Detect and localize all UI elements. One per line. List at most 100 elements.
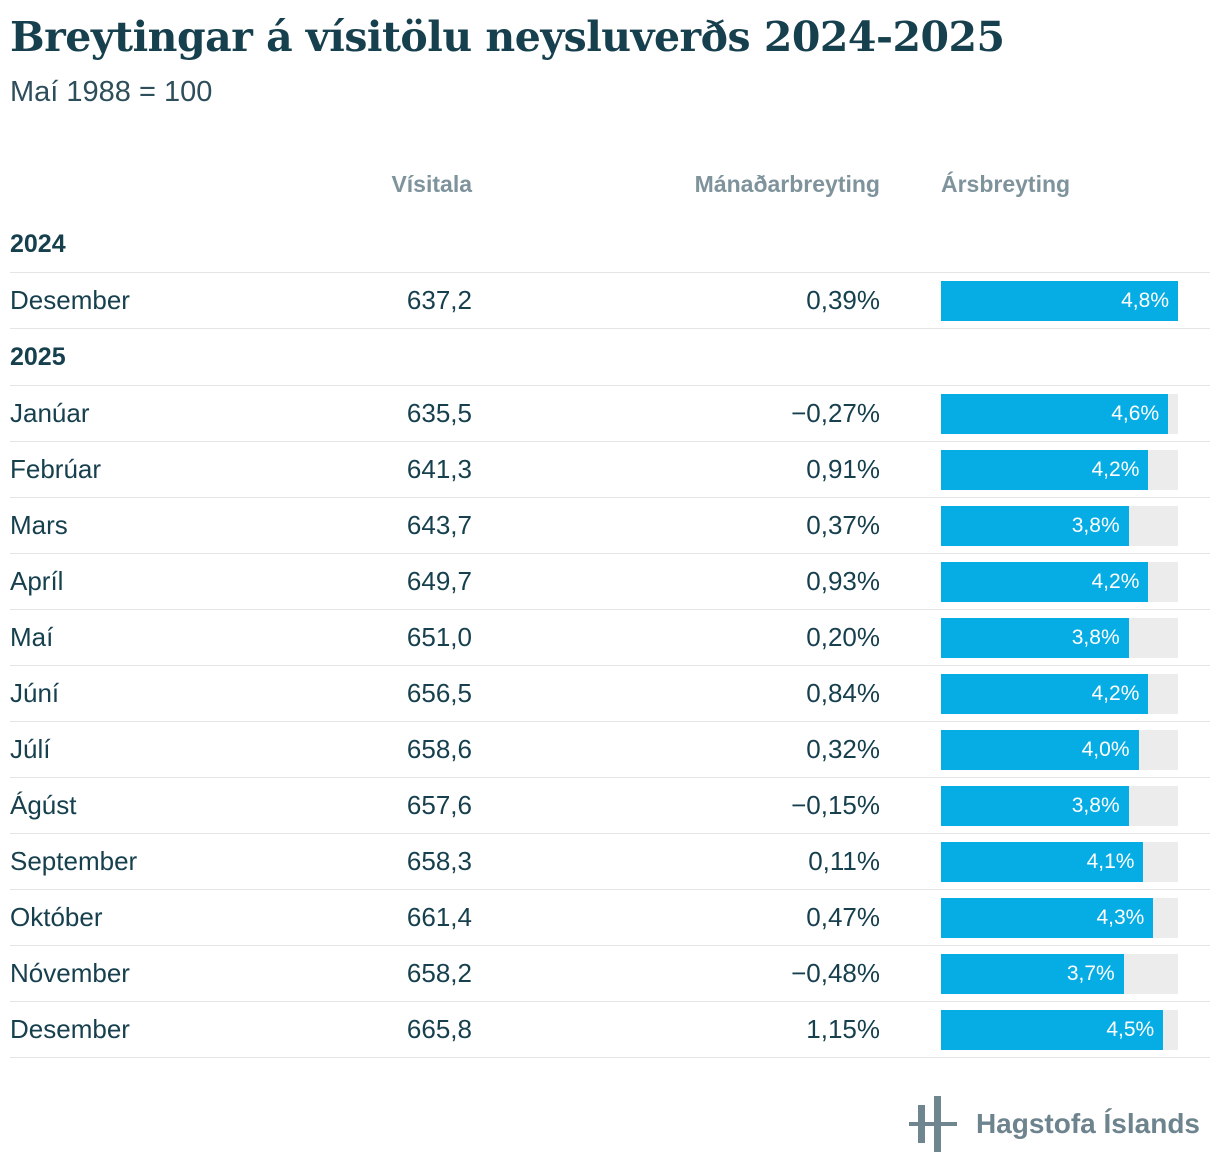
arsbreyting-bar: 3,8% [941, 785, 1129, 826]
month-cell: Október [10, 902, 103, 933]
arsbreyting-bar-track: 4,3% [941, 897, 1178, 938]
visitala-cell: 641,3 [406, 454, 472, 485]
bar-value-label: 4,2% [1091, 570, 1140, 594]
bar-value-label: 4,1% [1086, 850, 1135, 874]
arsbreyting-bar: 4,2% [941, 561, 1149, 602]
table-row: Desember 637,2 0,39% 4,8% [10, 273, 1210, 330]
hagstofa-logo-icon [908, 1096, 957, 1153]
month-cell: Ágúst [10, 790, 77, 821]
table-row: Nóvember 658,2 −0,48% 3,7% [10, 946, 1210, 1003]
table-body: 2024 Desember 637,2 0,39% 4,8% 2025 Janúar 635,… [10, 216, 1210, 1059]
arsbreyting-bar-track: 3,8% [941, 617, 1178, 658]
arsbreyting-bar-track: 3,8% [941, 785, 1178, 826]
bar-value-label: 4,2% [1091, 458, 1140, 482]
arsbreyting-bar-track: 3,7% [941, 953, 1178, 994]
arsbreyting-bar: 4,1% [941, 841, 1144, 882]
month-cell: Febrúar [10, 454, 102, 485]
manadarbreyting-cell: 0,39% [806, 285, 880, 316]
month-cell: Maí [10, 622, 54, 653]
page-title: Breytingar á vísitölu neysluverðs 2024-2… [10, 13, 1005, 61]
table-row: Apríl 649,7 0,93% 4,2% [10, 554, 1210, 611]
arsbreyting-bar-track: 4,2% [941, 673, 1178, 714]
year-section-header: 2024 [10, 216, 1210, 274]
arsbreyting-cell: 4,2% [880, 561, 1210, 602]
arsbreyting-bar-track: 4,5% [941, 1009, 1178, 1050]
month-cell: Júní [10, 678, 60, 709]
visitala-cell: 658,2 [406, 958, 472, 989]
month-cell: Apríl [10, 566, 64, 597]
manadarbreyting-cell: 0,84% [806, 678, 880, 709]
visitala-cell: 656,5 [406, 678, 472, 709]
manadarbreyting-cell: 0,20% [806, 622, 880, 653]
arsbreyting-bar: 3,7% [941, 953, 1124, 994]
table-row: Ágúst 657,6 −0,15% 3,8% [10, 778, 1210, 835]
table-row: Júlí 658,6 0,32% 4,0% [10, 722, 1210, 779]
month-cell: Janúar [10, 398, 90, 429]
arsbreyting-bar-track: 4,6% [941, 393, 1178, 434]
manadarbreyting-cell: −0,48% [791, 958, 880, 989]
table-row: Júní 656,5 0,84% 4,2% [10, 666, 1210, 723]
arsbreyting-bar-track: 4,8% [941, 280, 1178, 321]
month-cell: September [10, 846, 138, 877]
manadarbreyting-cell: 0,47% [806, 902, 880, 933]
manadarbreyting-cell: 0,93% [806, 566, 880, 597]
visitala-cell: 635,5 [406, 398, 472, 429]
bar-value-label: 3,8% [1071, 626, 1120, 650]
manadarbreyting-cell: 0,37% [806, 510, 880, 541]
bar-value-label: 4,0% [1081, 738, 1130, 762]
bar-value-label: 3,8% [1071, 514, 1120, 538]
month-cell: Desember [10, 1014, 130, 1045]
table-row: Desember 665,8 1,15% 4,5% [10, 1002, 1210, 1059]
month-cell: Desember [10, 285, 130, 316]
arsbreyting-bar: 4,3% [941, 897, 1154, 938]
month-cell: Júlí [10, 734, 51, 765]
page-subtitle: Maí 1988 = 100 [10, 76, 213, 109]
year-section-header: 2025 [10, 329, 1210, 387]
arsbreyting-cell: 3,7% [880, 953, 1210, 994]
arsbreyting-cell: 3,8% [880, 505, 1210, 546]
manadarbreyting-cell: 1,15% [806, 1014, 880, 1045]
visitala-cell: 643,7 [406, 510, 472, 541]
arsbreyting-bar: 4,2% [941, 673, 1149, 714]
arsbreyting-bar: 3,8% [941, 617, 1129, 658]
arsbreyting-bar: 4,5% [941, 1009, 1164, 1050]
manadarbreyting-cell: 0,32% [806, 734, 880, 765]
visitala-cell: 661,4 [406, 902, 472, 933]
visitala-cell: 658,3 [406, 846, 472, 877]
arsbreyting-bar-track: 4,1% [941, 841, 1178, 882]
arsbreyting-bar-track: 3,8% [941, 505, 1178, 546]
arsbreyting-cell: 4,3% [880, 897, 1210, 938]
table-row: Mars 643,7 0,37% 3,8% [10, 498, 1210, 555]
bar-value-label: 4,6% [1111, 402, 1160, 426]
manadarbreyting-cell: −0,27% [791, 398, 880, 429]
arsbreyting-bar-track: 4,2% [941, 449, 1178, 490]
arsbreyting-bar: 4,6% [941, 393, 1169, 434]
footer-logo[interactable]: Hagstofa Íslands [10, 1096, 1210, 1153]
visitala-cell: 649,7 [406, 566, 472, 597]
bar-value-label: 4,8% [1121, 289, 1169, 313]
arsbreyting-bar-track: 4,2% [941, 561, 1178, 602]
table-row: Janúar 635,5 −0,27% 4,6% [10, 386, 1210, 443]
month-cell: Mars [10, 510, 68, 541]
arsbreyting-bar-track: 4,0% [941, 729, 1178, 770]
bar-value-label: 4,3% [1096, 906, 1145, 930]
table-row: Október 661,4 0,47% 4,3% [10, 890, 1210, 947]
arsbreyting-cell: 4,2% [880, 673, 1210, 714]
bar-value-label: 4,2% [1091, 682, 1140, 706]
table-header-row: Vísitala Mánaðarbreyting Ársbreyting [10, 170, 1210, 198]
arsbreyting-cell: 4,0% [880, 729, 1210, 770]
column-header-visitala: Vísitala [391, 170, 472, 197]
manadarbreyting-cell: 0,11% [808, 846, 880, 877]
arsbreyting-cell: 3,8% [880, 617, 1210, 658]
arsbreyting-cell: 4,1% [880, 841, 1210, 882]
arsbreyting-cell: 4,5% [880, 1009, 1210, 1050]
manadarbreyting-cell: −0,15% [791, 790, 880, 821]
visitala-cell: 637,2 [406, 285, 472, 316]
column-header-arsbreyting: Ársbreyting [941, 170, 1071, 197]
bar-value-label: 3,8% [1071, 794, 1120, 818]
footer-org-name: Hagstofa Íslands [975, 1108, 1200, 1140]
logo-bar-horizontal [908, 1122, 957, 1127]
arsbreyting-bar: 4,0% [941, 729, 1139, 770]
table-row: September 658,3 0,11% 4,1% [10, 834, 1210, 891]
